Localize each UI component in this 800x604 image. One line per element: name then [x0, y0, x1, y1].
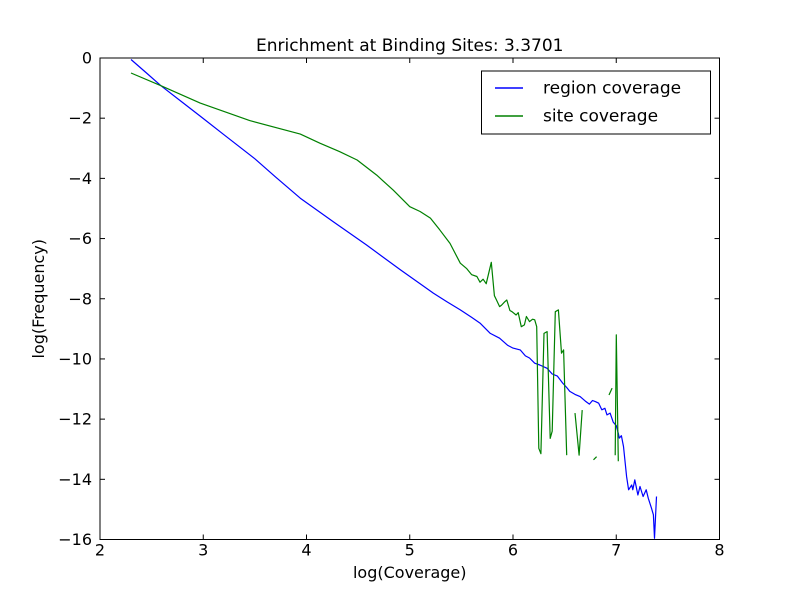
y-tick-label: −10	[58, 349, 92, 368]
site-coverage-line	[608, 387, 613, 396]
site-coverage-line	[130, 72, 568, 456]
x-tick-label: 2	[95, 541, 105, 560]
y-axis-label: log(Frequency)	[29, 239, 48, 359]
y-tick-label: −12	[58, 410, 92, 429]
legend: region coverage site coverage	[481, 70, 711, 135]
y-tick-label: −4	[68, 169, 92, 188]
site-coverage-line	[614, 334, 619, 462]
region-coverage-line	[130, 59, 658, 539]
x-tick-label: 3	[198, 541, 208, 560]
chart-title: Enrichment at Binding Sites: 3.3701	[256, 36, 563, 56]
x-tick-label: 7	[611, 541, 621, 560]
site-coverage-line	[593, 456, 598, 461]
y-tick-label: −16	[58, 530, 92, 549]
series-layer	[130, 59, 658, 539]
legend-label-site-coverage: site coverage	[543, 107, 658, 127]
x-tick-label: 5	[405, 541, 415, 560]
y-tick-label: −14	[58, 470, 92, 489]
x-tick-label: 8	[714, 541, 724, 560]
y-tick-label: −8	[68, 289, 92, 308]
axes-frame	[99, 57, 720, 540]
y-tick-label: 0	[82, 49, 92, 68]
axes-layer: 2 3 4 5 6 7 8 0 −2 −4 −6 −8 −10 −12 −14 −16	[58, 49, 724, 560]
y-tick-label: −6	[68, 229, 92, 248]
y-tick-label: −2	[68, 109, 92, 128]
legend-box	[481, 70, 711, 135]
x-tick-label: 6	[508, 541, 518, 560]
site-coverage-line	[574, 410, 583, 456]
x-tick-label: 4	[301, 541, 311, 560]
x-axis-label: log(Coverage)	[353, 563, 467, 582]
legend-label-region-coverage: region coverage	[543, 79, 681, 99]
